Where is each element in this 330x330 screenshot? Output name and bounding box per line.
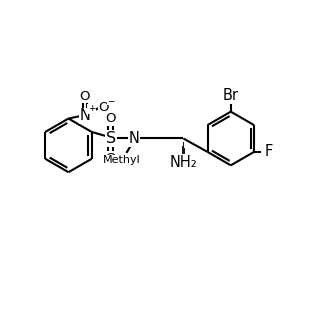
Text: S: S (106, 131, 116, 146)
Text: NH₂: NH₂ (169, 154, 197, 170)
Text: O: O (99, 101, 109, 114)
Text: O: O (106, 151, 116, 165)
Text: F: F (265, 145, 273, 159)
Text: O: O (80, 90, 90, 103)
Text: N: N (129, 131, 140, 146)
Text: Methyl: Methyl (103, 155, 141, 165)
Text: N: N (80, 109, 90, 123)
Text: Br: Br (223, 88, 239, 104)
Text: +: + (88, 104, 95, 113)
Text: −: − (107, 96, 115, 105)
Text: O: O (106, 112, 116, 125)
